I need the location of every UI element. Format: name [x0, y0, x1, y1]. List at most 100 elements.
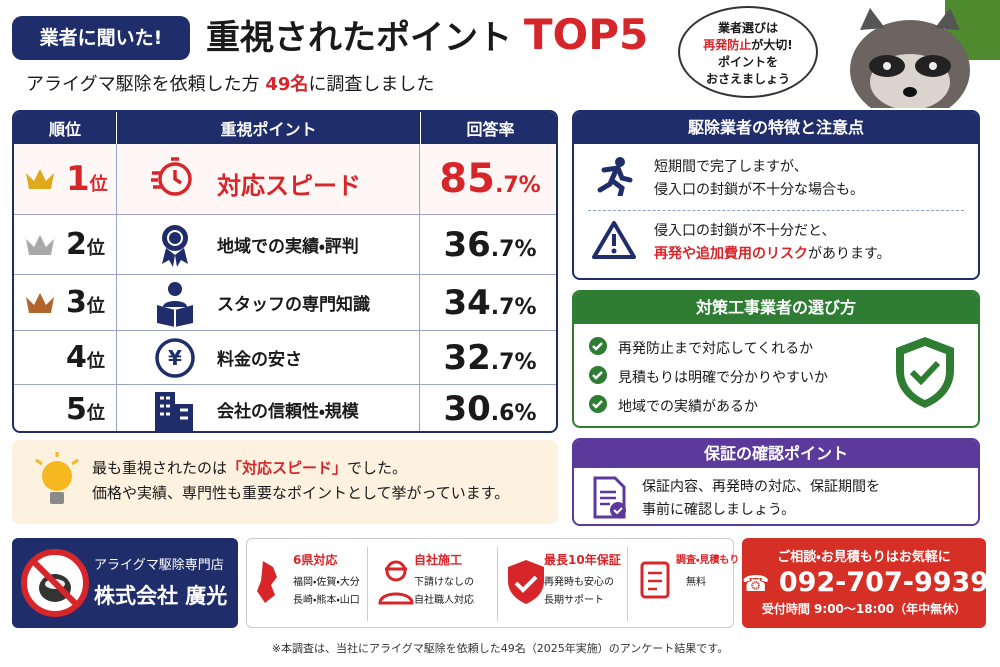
point-text: スタッフの専門知識 [217, 295, 370, 315]
bubble-text: 業者選びは [717, 21, 778, 35]
check-item: 再発防止まで対応してくれるか [588, 336, 813, 360]
feature: 最長10年保証 再発時も安心の 長期サポート [497, 547, 627, 621]
feature-icon [253, 557, 297, 611]
check-icon [588, 394, 608, 418]
rank-unit: 位 [86, 402, 105, 424]
warning-icon [592, 221, 636, 259]
feature-title: 6県対応 [293, 553, 338, 567]
rank-unit: 位 [86, 296, 105, 317]
raccoon-illustration [850, 0, 1000, 108]
check-item: 見積もりは明確で分かりやすいか [588, 365, 828, 389]
rate: 34.7% [443, 282, 537, 323]
table-row: 4位 ¥ 料金の安さ 32.7% [14, 330, 556, 384]
table-row: 3位 スタッフの専門知識 34.7% [14, 274, 556, 330]
rank-cell: 5位 [14, 385, 116, 431]
point-icon [151, 155, 199, 209]
panel-caution: 駆除業者の特徴と注意点 短期間で完了しますが、 侵入口の封鎖が不十分な場合も。 侵… [572, 110, 980, 280]
phone-number[interactable]: 092-707-9939 [778, 567, 990, 598]
feature-icon [634, 557, 678, 611]
rank: 5位 [66, 392, 105, 427]
company-box: アライグマ駆除専門店 株式会社 廣光 [12, 538, 238, 628]
run-icon [597, 157, 633, 196]
ranking-table: 順位 重視ポイント 回答率 1位 対応スピード 85.7% 2位 地域での実績・評判 36… [12, 110, 558, 433]
contact-phone[interactable]: ☎ 092-707-9939 [742, 567, 990, 598]
title: 重視されたポイント TOP5 [206, 10, 648, 59]
company-name: 株式会社 廣光 [94, 584, 228, 608]
bubble-text: ポイントを [717, 55, 778, 69]
panel-title: 対策工事業者の選び方 [574, 292, 978, 324]
insight-line: 最も重視されたのは [92, 459, 228, 477]
feature-line: 無料 [686, 577, 706, 588]
rank: 4位 [66, 340, 105, 375]
rank: 2位 [66, 227, 105, 262]
header-cell: 重視ポイント [116, 112, 420, 144]
insight-line: でした。 [347, 459, 408, 477]
speech-bubble: 業者選びは 再発防止が大切! ポイントを おさえましょう [678, 6, 818, 98]
rate-cell: 32.7% [420, 331, 556, 384]
rank-number: 2 [66, 227, 87, 262]
rank-cell: 4位 [14, 331, 116, 384]
table-row: 1位 対応スピード 85.7% [14, 144, 556, 214]
rate-cell: 85.7% [420, 144, 556, 214]
feature: 6県対応福岡・佐賀・大分 長崎・熊本・山口 [247, 547, 367, 621]
item-line: 事前に確認しましょう。 [642, 502, 796, 518]
header-cell: 順位 [48, 120, 81, 139]
point-cell: 対応スピード [116, 144, 420, 214]
feature-title: 調査・見積もり [676, 555, 740, 566]
rate-cell: 30.6% [420, 385, 556, 431]
table-header: 順位 重視ポイント 回答率 [14, 112, 556, 144]
bubble-highlight: 再発防止 [703, 38, 752, 52]
feature-line: 下請けなしの [414, 577, 474, 588]
check-text: 見積もりは明確で分かりやすいか [618, 370, 828, 386]
rate-cell: 34.7% [420, 275, 556, 330]
feature-line: 長崎・熊本・山口 [293, 595, 360, 606]
contact-box: ご相談・お見積もりはお気軽に ☎ 092-707-9939 受付時間 9:00～… [742, 538, 990, 628]
contact-hours: 受付時間 9:00～18:00（年中無休） [761, 602, 967, 616]
feature-icon [374, 557, 418, 611]
item-line: 保証内容、再発時の対応、保証期間を [642, 479, 880, 495]
panel-title: 駆除業者の特徴と注意点 [574, 112, 978, 144]
rank-number: 5 [66, 391, 87, 427]
subtitle-text: に調査しました [308, 74, 435, 95]
crown-icon [24, 167, 56, 195]
rank-cell: 3位 [14, 275, 116, 330]
title-text: 重視されたポイント [206, 18, 512, 58]
shield-icon [896, 337, 954, 408]
header-cell: 回答率 [420, 112, 556, 144]
rate: 85.7% [439, 156, 541, 202]
point-text: 地域での実績・評判 [217, 237, 359, 257]
rank-unit: 位 [89, 174, 108, 195]
rate: 32.7% [443, 337, 537, 378]
item-line: 短期間で完了しますが、 [654, 159, 808, 175]
panel-warranty: 保証の確認ポイント 保証内容、再発時の対応、保証期間を 事前に確認しましょう。 [572, 438, 980, 526]
feature-title: 自社施工 [414, 553, 463, 567]
badge: 業者に聞いた! [12, 16, 190, 60]
point-icon: ¥ [151, 334, 199, 388]
feature-line: 福岡・佐賀・大分 [293, 577, 360, 588]
insight-highlight: 「対応スピード」 [227, 459, 348, 477]
bulb-icon [35, 452, 79, 504]
subtitle-text: アライグマ駆除を依頼した方 [26, 74, 260, 95]
point-cell: 地域での実績・評判 [116, 215, 420, 274]
point-icon [151, 279, 199, 333]
point-cell: スタッフの専門知識 [116, 275, 420, 330]
item-line: があります。 [808, 246, 891, 262]
check-item: 地域での実績があるか [588, 394, 758, 418]
rank-cell: 2位 [14, 215, 116, 274]
feature-line: 再発時も安心の [544, 577, 614, 588]
point-cell: ¥ 料金の安さ [116, 331, 420, 384]
rate-cell: 36.7% [420, 215, 556, 274]
panel-item: 侵入口の封鎖が不十分だと、 再発や追加費用のリスクがあります。 [654, 220, 891, 266]
no-raccoon-icon [21, 549, 89, 617]
check-text: 再発防止まで対応してくれるか [618, 341, 814, 357]
panel-choose: 対策工事業者の選び方 再発防止まで対応してくれるか 見積もりは明確で分かりやすいか… [572, 290, 980, 428]
table-row: 2位 地域での実績・評判 36.7% [14, 214, 556, 274]
check-icon [588, 336, 608, 360]
subtitle: アライグマ駆除を依頼した方 49名に調査しました [26, 70, 434, 96]
divider [588, 210, 964, 211]
check-icon [588, 365, 608, 389]
point-text: 対応スピード [217, 172, 361, 200]
rank-unit: 位 [86, 351, 105, 372]
insight: 最も重視されたのは「対応スピード」でした。 価格や実績、専門性も重要なポイントと… [12, 440, 558, 524]
features: 6県対応 福岡・佐賀・大分 長崎・熊本・山口 自社施工 下請けなしの 自社職人対応 最長10… [246, 538, 739, 628]
